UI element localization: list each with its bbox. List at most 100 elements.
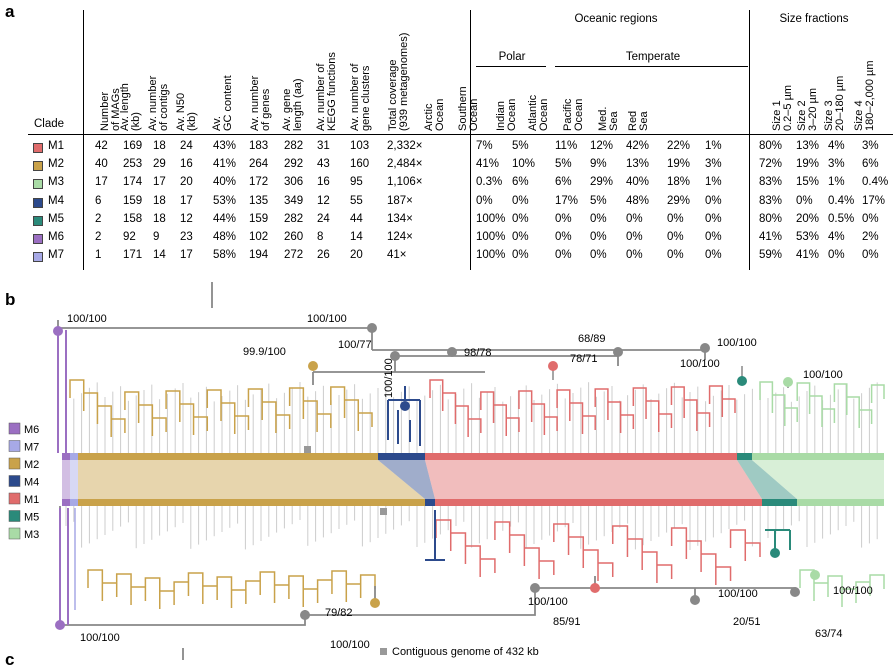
column-header-size1: 0.2–5 µm bbox=[782, 84, 794, 131]
cell-clusters: 103 bbox=[350, 140, 370, 152]
bottom-support-labels: 100/100 100/100 79/82 85/91 100/100 20/51 63/7… bbox=[55, 548, 873, 651]
column-header-size2: 3–20 µm bbox=[807, 87, 819, 131]
cell-atlantic: 0% bbox=[590, 249, 607, 262]
cell-size1: 59% bbox=[759, 249, 783, 262]
support-label: 100/100 bbox=[307, 313, 347, 325]
cell-n_mags: 42 bbox=[95, 140, 108, 152]
cell-gene_len: 306 bbox=[284, 176, 304, 189]
cell-n_mags: 2 bbox=[95, 212, 102, 225]
cell-med: 22% bbox=[667, 140, 691, 152]
cell-size1: 83% bbox=[759, 176, 783, 189]
polar-rule bbox=[476, 66, 546, 67]
legend-swatch bbox=[8, 457, 21, 470]
panel-a-table: a Number of MAGs Av. length (kb) Av. number o… bbox=[0, 0, 896, 275]
column-header-genes: of genes bbox=[260, 88, 272, 131]
panel-a-letter: a bbox=[5, 2, 15, 21]
cell-n_mags: 1 bbox=[95, 249, 102, 262]
cell-arctic: 100% bbox=[476, 249, 506, 262]
cell-indian: 0% bbox=[555, 212, 572, 225]
cell-indian: 11% bbox=[555, 140, 578, 152]
column-header-arctic: Ocean bbox=[434, 98, 446, 131]
cell-red: 3% bbox=[705, 158, 722, 171]
cell-genes: 194 bbox=[249, 249, 269, 262]
cell-size2: 0% bbox=[796, 194, 813, 207]
clade-separator bbox=[83, 10, 84, 270]
size-fractions-header: Size fractions bbox=[779, 13, 849, 25]
legend-swatch bbox=[8, 440, 21, 452]
cell-atlantic: 0% bbox=[590, 231, 607, 243]
cell-atlantic: 12% bbox=[590, 140, 614, 152]
size-separator bbox=[749, 10, 750, 270]
cell-genes: 183 bbox=[249, 140, 269, 152]
header-rule bbox=[28, 134, 893, 135]
tree-node bbox=[53, 326, 63, 336]
cell-med: 0% bbox=[667, 212, 684, 225]
cell-coverage: 1,106× bbox=[387, 176, 423, 189]
support-label: 100/100 bbox=[803, 369, 843, 381]
cell-med: 0% bbox=[667, 249, 684, 262]
cell-southern: 10% bbox=[512, 158, 536, 171]
support-label: 85/91 bbox=[553, 616, 581, 628]
cell-av_contigs: 14 bbox=[153, 249, 166, 262]
column-header-kegg: KEGG functions bbox=[326, 52, 338, 131]
temperate-rule bbox=[555, 66, 748, 67]
column-header-clusters: gene clusters bbox=[360, 65, 372, 131]
support-label: 100/100 bbox=[718, 588, 758, 600]
support-label: 100/77 bbox=[338, 339, 372, 351]
cell-size4: 2% bbox=[862, 231, 879, 243]
support-label: 68/89 bbox=[578, 333, 606, 345]
cell-med: 29% bbox=[667, 194, 691, 207]
cell-av_n50: 24 bbox=[180, 140, 193, 152]
clade-label: M2 bbox=[48, 158, 64, 171]
cell-gc: 58% bbox=[213, 249, 237, 262]
clade-label: M6 bbox=[48, 231, 64, 243]
cell-red: 0% bbox=[705, 212, 722, 225]
tree-node bbox=[783, 377, 793, 387]
cell-genes: 264 bbox=[249, 158, 269, 171]
cell-pacific: 13% bbox=[626, 158, 650, 171]
cell-arctic: 7% bbox=[476, 140, 493, 152]
support-label: 100/100 bbox=[680, 358, 720, 370]
oceanic-separator bbox=[470, 10, 471, 270]
column-header-coverage: (939 metagenomes) bbox=[398, 32, 410, 131]
cell-indian: 17% bbox=[555, 194, 579, 207]
tree-node bbox=[548, 361, 558, 371]
cell-size1: 83% bbox=[759, 194, 783, 207]
cell-red: 0% bbox=[705, 231, 722, 243]
column-header-av_contigs: of contigs bbox=[158, 83, 170, 131]
cell-arctic: 0.3% bbox=[476, 176, 503, 189]
cell-size2: 19% bbox=[796, 158, 820, 171]
column-header-av_n50: (kb) bbox=[186, 112, 198, 131]
legend-label: M1 bbox=[24, 494, 39, 506]
cell-genes: 135 bbox=[249, 194, 269, 207]
cell-arctic: 41% bbox=[476, 158, 500, 171]
cell-size3: 3% bbox=[828, 158, 845, 171]
polar-header: Polar bbox=[498, 51, 526, 63]
cell-arctic: 0% bbox=[476, 194, 493, 207]
cell-av_contigs: 18 bbox=[153, 212, 166, 225]
clade-label: M1 bbox=[48, 140, 64, 152]
cell-size1: 80% bbox=[759, 140, 783, 152]
legend-swatch bbox=[8, 492, 21, 505]
legend-label: M3 bbox=[24, 529, 39, 541]
tree-node bbox=[400, 401, 410, 411]
tree-node bbox=[810, 570, 820, 580]
cell-pacific: 0% bbox=[626, 212, 643, 225]
cell-av_length: 174 bbox=[123, 176, 143, 189]
legend-swatch bbox=[8, 510, 21, 522]
legend-label: M4 bbox=[24, 477, 39, 489]
cell-southern: 0% bbox=[512, 231, 529, 243]
cell-av_n50: 20 bbox=[180, 176, 193, 189]
cell-med: 19% bbox=[667, 158, 691, 171]
cell-kegg: 16 bbox=[317, 176, 330, 189]
cell-southern: 5% bbox=[512, 140, 529, 152]
cell-size4: 6% bbox=[862, 158, 879, 171]
cell-size4: 0.4% bbox=[862, 176, 889, 189]
cell-gc: 44% bbox=[213, 212, 237, 225]
cell-size1: 72% bbox=[759, 158, 783, 171]
cell-kegg: 43 bbox=[317, 158, 330, 171]
support-label: 100/100 bbox=[833, 585, 873, 597]
clade-label: M4 bbox=[48, 194, 64, 207]
cell-pacific: 0% bbox=[626, 231, 643, 243]
cell-genes: 172 bbox=[249, 176, 269, 189]
